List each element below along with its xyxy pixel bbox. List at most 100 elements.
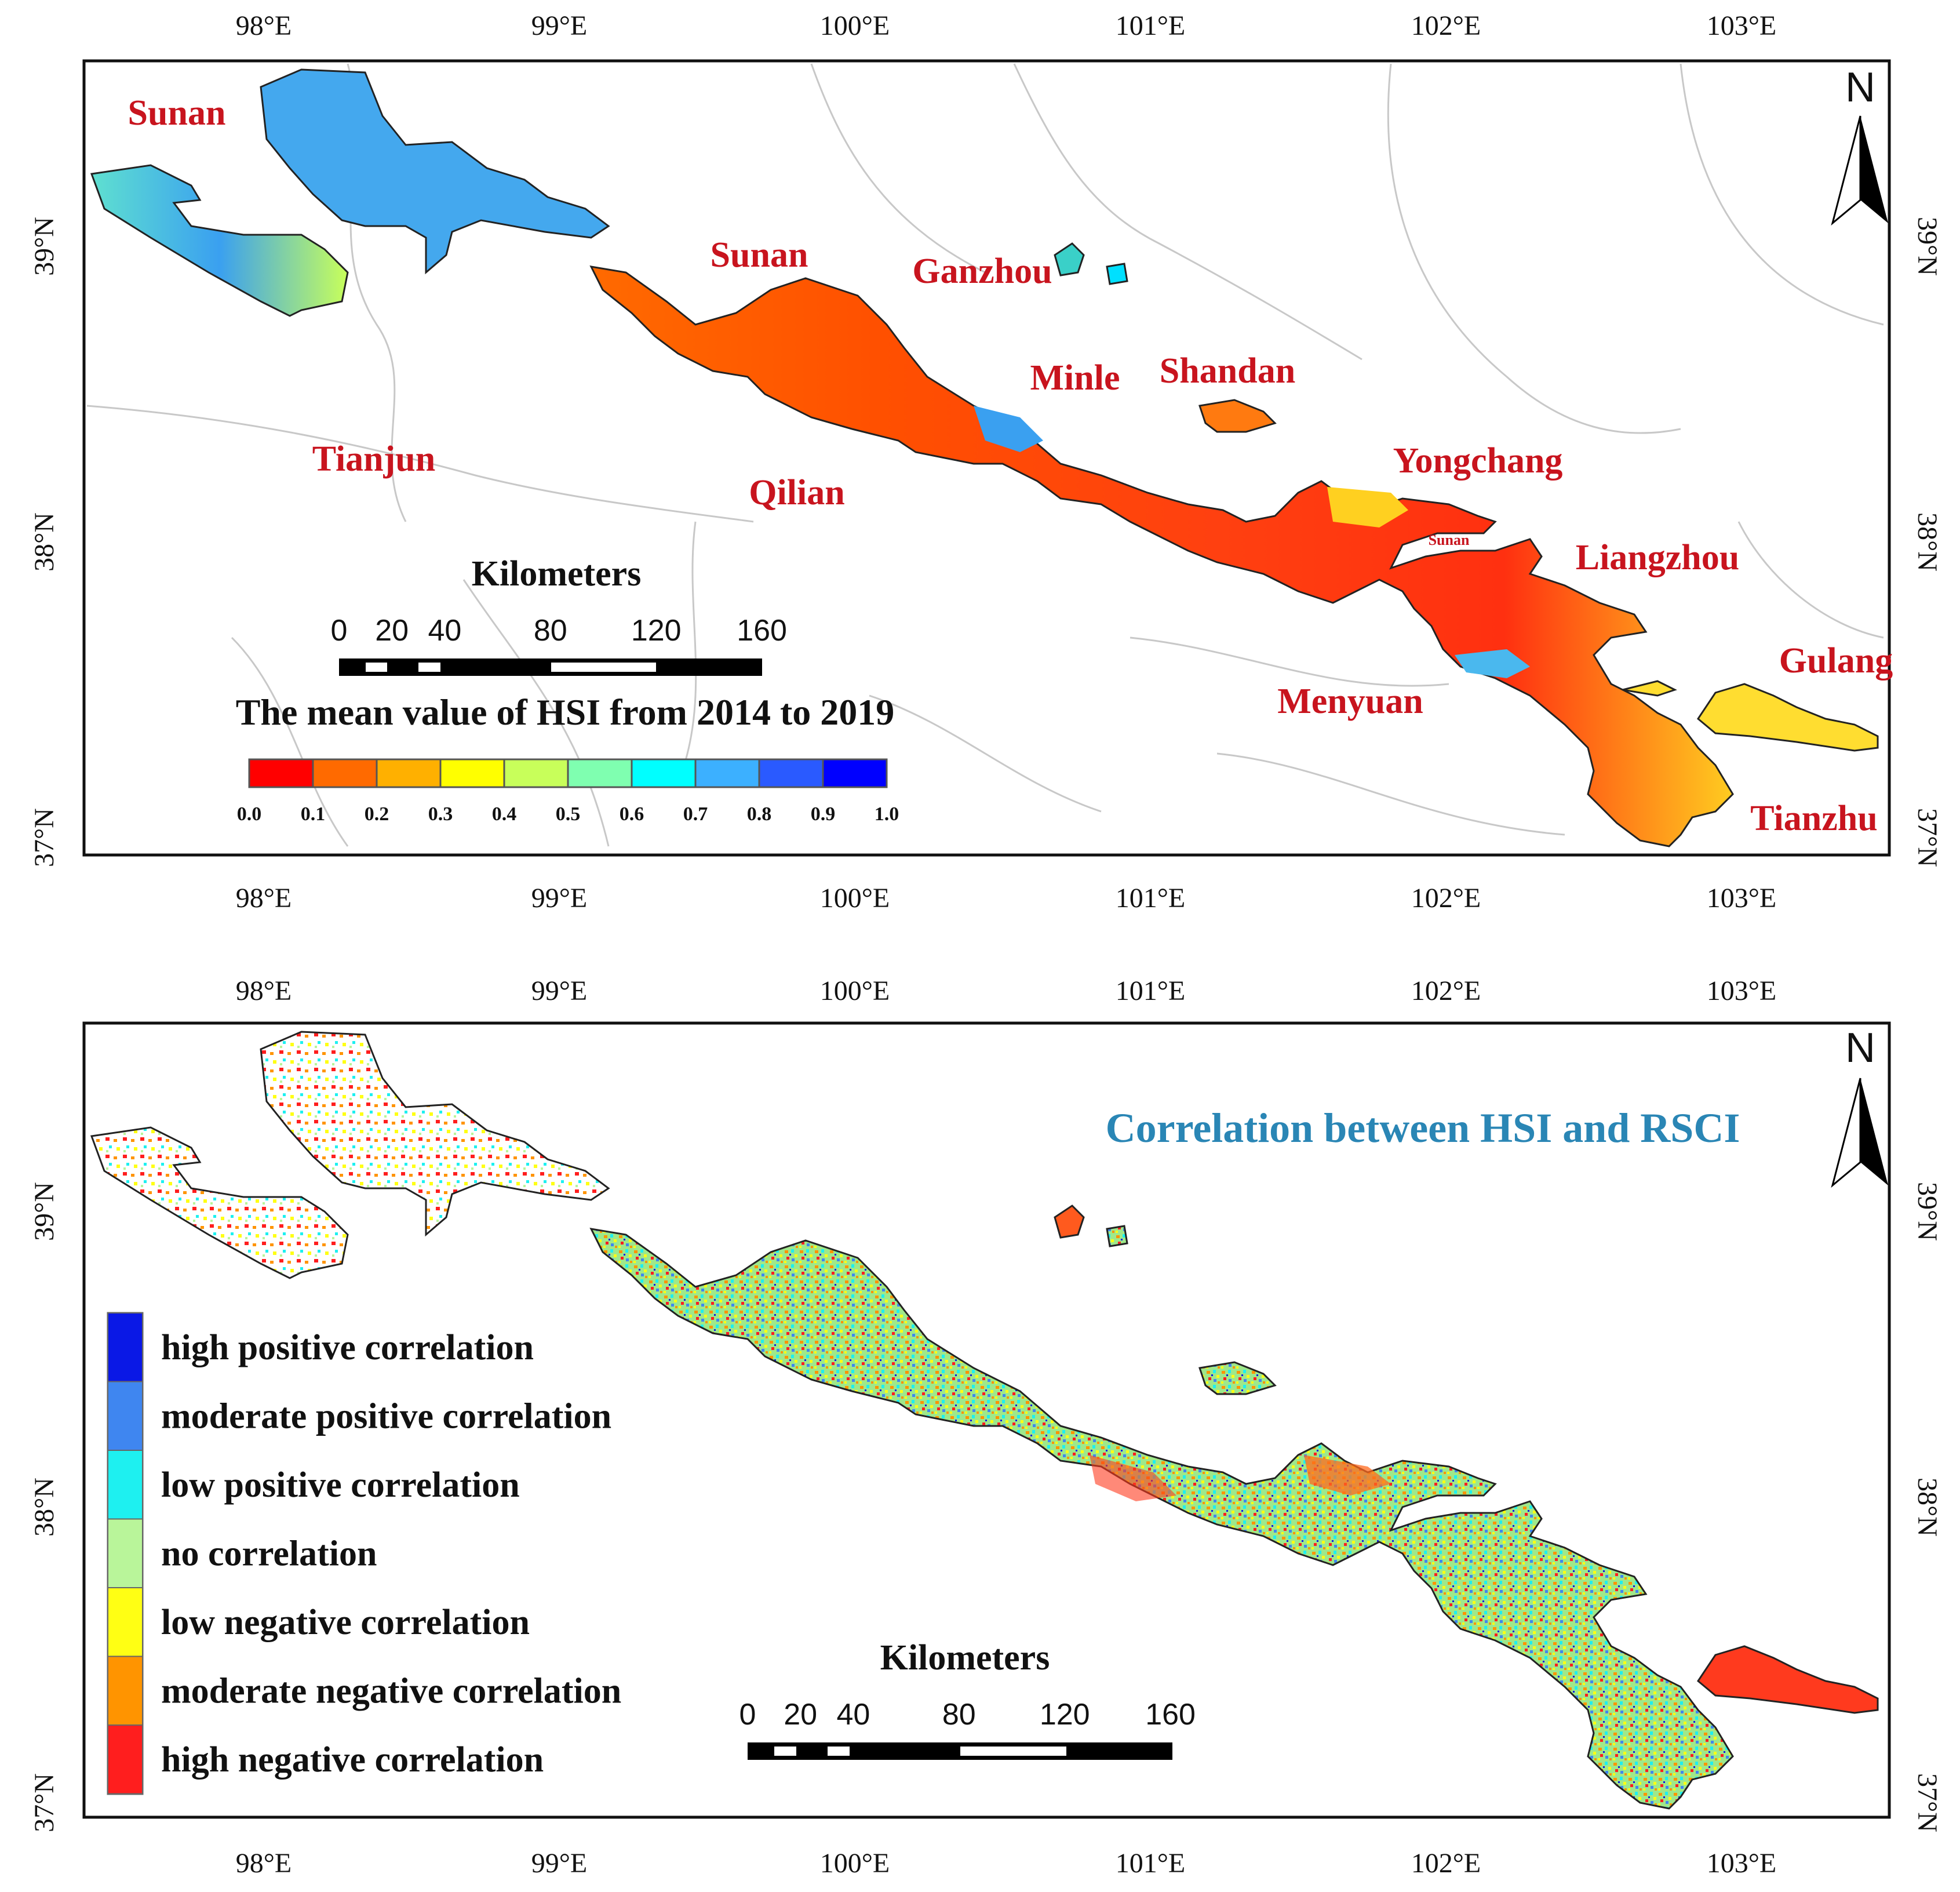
scale-label: 20 xyxy=(375,614,409,647)
lat-label-right: 39°N xyxy=(1912,217,1943,276)
lon-label: 101°E xyxy=(1116,10,1186,41)
lat-label-right: 39°N xyxy=(1912,1182,1943,1241)
place-label-ganzhou: Ganzhou xyxy=(912,252,1052,291)
lon-label: 99°E xyxy=(531,883,588,914)
lon-label: 99°E xyxy=(531,1848,588,1879)
legend-label: high negative correlation xyxy=(161,1740,544,1780)
legend-label: low positive correlation xyxy=(161,1465,520,1505)
lon-label: 101°E xyxy=(1116,883,1186,914)
lon-label: 103°E xyxy=(1707,976,1777,1006)
hsi-ramp-label: 0.3 xyxy=(428,803,453,825)
scale-label: 160 xyxy=(1145,1698,1196,1731)
legend-swatch xyxy=(107,1518,143,1588)
lon-label: 102°E xyxy=(1411,976,1481,1006)
place-label-sunan-2: Sunan xyxy=(711,235,808,275)
legend-label: low negative correlation xyxy=(161,1603,530,1642)
legend-label: moderate positive correlation xyxy=(161,1397,611,1436)
legend-label: high positive correlation xyxy=(161,1328,534,1367)
lat-label-left: 38°N xyxy=(29,1478,60,1537)
lat-label-left: 39°N xyxy=(29,1182,60,1241)
place-label-liangzhou: Liangzhou xyxy=(1576,538,1740,577)
hsi-ramp-swatch xyxy=(503,758,569,788)
legend-swatch xyxy=(107,1724,143,1795)
place-label-gulang: Gulang xyxy=(1779,641,1893,681)
scale-label: 120 xyxy=(1040,1698,1090,1731)
hsi-ramp-label: 0.9 xyxy=(811,803,836,825)
correlation-legend: high positive correlation moderate positi… xyxy=(107,1312,621,1795)
lat-label-left: 37°N xyxy=(29,808,60,867)
correlation-raster xyxy=(90,1031,1879,1810)
hsi-ramp-label: 0.2 xyxy=(365,803,389,825)
legend-swatch xyxy=(107,1312,143,1382)
hsi-ramp-label: 0.4 xyxy=(492,803,517,825)
lon-label: 100°E xyxy=(820,976,890,1006)
scale-label: 80 xyxy=(942,1698,976,1731)
lon-label: 103°E xyxy=(1707,1848,1777,1879)
hsi-ramp-label: 0.7 xyxy=(683,803,708,825)
north-arrow-icon xyxy=(1860,1078,1888,1185)
top-scale-bar: Kilometers 0 20 40 80 120 160 xyxy=(331,554,787,676)
place-label-tianzhu: Tianzhu xyxy=(1750,799,1877,838)
bottom-map-panel: Correlation between HSI and RSCI high po… xyxy=(82,1021,1891,1819)
scale-label: 80 xyxy=(534,614,567,647)
legend-swatch xyxy=(107,1587,143,1657)
scale-label: 40 xyxy=(428,614,461,647)
hsi-raster xyxy=(90,68,1879,847)
lat-label-right: 37°N xyxy=(1912,1773,1943,1832)
top-north-arrow: N xyxy=(1831,64,1888,226)
hsi-ramp-label: 0.0 xyxy=(237,803,262,825)
legend-swatch xyxy=(107,1656,143,1726)
lon-label: 99°E xyxy=(531,976,588,1006)
scale-label: 0 xyxy=(331,614,348,647)
scale-label: 120 xyxy=(631,614,682,647)
hsi-legend: The mean value of HSI from 2014 to 2019 … xyxy=(236,692,899,825)
lat-label-left: 39°N xyxy=(29,217,60,276)
lon-label: 100°E xyxy=(820,10,890,41)
top-map-panel: Sunan Sunan Ganzhou Minle Shandan Tianjun Qili… xyxy=(82,59,1893,857)
place-label-sunan-1: Sunan xyxy=(128,93,226,133)
lon-label: 100°E xyxy=(820,883,890,914)
hsi-ramp-label: 0.5 xyxy=(556,803,581,825)
lat-label-left: 38°N xyxy=(29,512,60,572)
place-label-qilian: Qilian xyxy=(749,473,844,512)
bottom-scale-bar: Kilometers 0 20 40 80 120 160 xyxy=(739,1638,1196,1760)
lon-label: 101°E xyxy=(1116,976,1186,1006)
place-label-tianjun: Tianjun xyxy=(312,439,436,479)
hsi-ramp-swatch xyxy=(567,758,633,788)
scale-label: 0 xyxy=(739,1698,756,1731)
graticule-labels: 98°E 99°E 100°E 101°E 102°E 103°E 98°E 99°E 100°… xyxy=(29,10,1943,1879)
lon-label: 98°E xyxy=(236,976,292,1006)
hsi-ramp-label: 1.0 xyxy=(875,803,899,825)
bottom-north-arrow: N xyxy=(1831,1025,1888,1188)
hsi-ramp-swatch xyxy=(376,758,442,788)
lon-label: 101°E xyxy=(1116,1848,1186,1879)
hsi-legend-title: The mean value of HSI from 2014 to 2019 xyxy=(236,692,895,733)
bottom-scale-title: Kilometers xyxy=(880,1638,1050,1678)
hsi-ramp-label: 0.6 xyxy=(620,803,644,825)
top-scale-title: Kilometers xyxy=(472,554,642,594)
lon-label: 100°E xyxy=(820,1848,890,1879)
bottom-north-label: N xyxy=(1845,1025,1875,1071)
lon-label: 102°E xyxy=(1411,883,1481,914)
place-label-menyuan: Menyuan xyxy=(1277,682,1423,721)
scale-label: 160 xyxy=(737,614,787,647)
top-north-label: N xyxy=(1845,64,1875,111)
legend-label: no correlation xyxy=(161,1534,377,1574)
place-label-minle: Minle xyxy=(1030,358,1120,398)
lon-label: 98°E xyxy=(236,10,292,41)
lon-label: 99°E xyxy=(531,10,588,41)
scale-label: 40 xyxy=(836,1698,870,1731)
legend-label: moderate negative correlation xyxy=(161,1672,621,1711)
hsi-ramp-swatch xyxy=(439,758,505,788)
hsi-ramp-swatch xyxy=(822,758,888,788)
lon-label: 98°E xyxy=(236,883,292,914)
scale-label: 20 xyxy=(784,1698,817,1731)
place-label-sunan-3: Sunan xyxy=(1429,532,1470,548)
correlation-title: Correlation between HSI and RSCI xyxy=(1106,1105,1740,1151)
legend-swatch xyxy=(107,1381,143,1451)
hsi-ramp-label: 0.1 xyxy=(301,803,326,825)
place-labels: Sunan Sunan Ganzhou Minle Shandan Tianjun Qili… xyxy=(128,93,1893,838)
lon-label: 98°E xyxy=(236,1848,292,1879)
place-label-shandan: Shandan xyxy=(1160,351,1295,391)
